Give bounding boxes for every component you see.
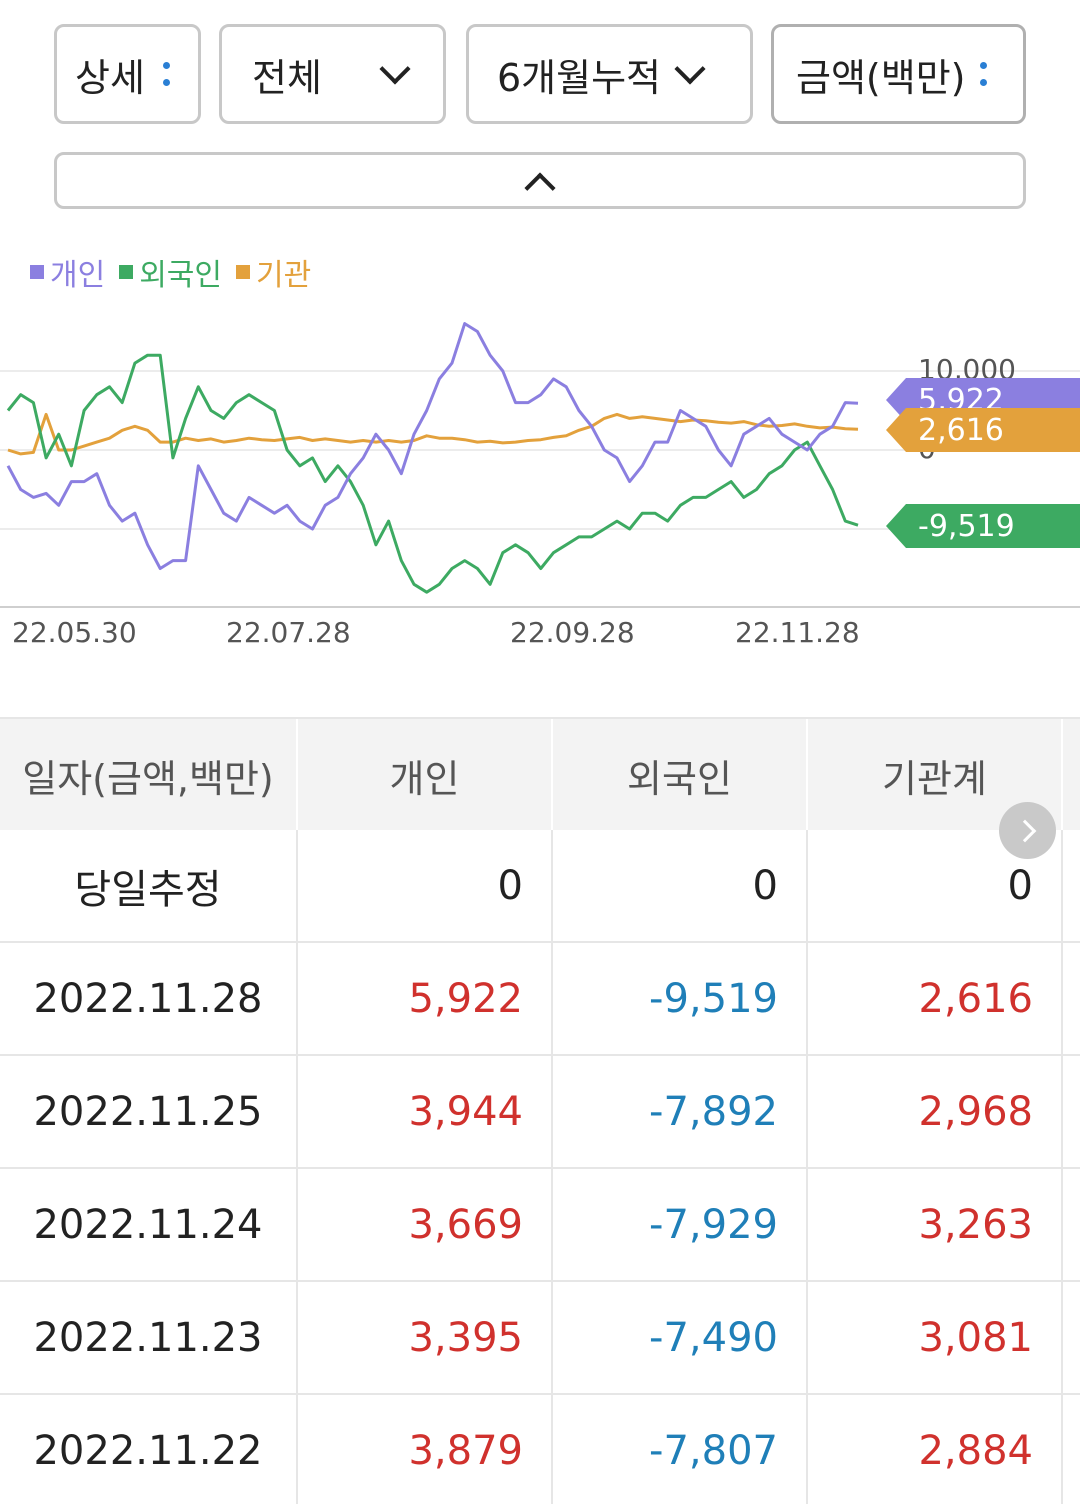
investor-flow-chart: 10,0000 22.05.3022.07.2822.09.2822.11.28… [0,322,1080,649]
cell-date: 당일추정 [0,830,298,941]
legend-swatch-institution [236,265,251,279]
chart-grid [0,370,1080,608]
unit-menu-button[interactable]: 금액(백만) [771,24,1026,124]
last-value-tag-2: 2,616 [886,408,1080,452]
unit-menu-label: 금액(백만) [796,55,966,100]
header-individual: 개인 [298,719,553,832]
last-value-tag-1: -9,519 [886,504,1080,548]
series-line-1 [6,353,859,594]
cell-institution: 2,884 [808,1395,1063,1504]
scope-dropdown[interactable]: 전체 [219,24,446,124]
period-dropdown-label: 6개월누적 [497,55,662,100]
cell-institution: 0 [808,830,1063,941]
cell-individual: 3,669 [298,1169,553,1280]
x-axis-labels: 22.05.30 22.07.28 22.09.28 22.11.28 [12,616,860,649]
table-row[interactable]: 2022.11.24 3,669 -7,929 3,263 [0,1169,1080,1282]
value-tag-label: 2,616 [918,413,1004,448]
chevron-down-icon [379,53,411,85]
legend-item-foreign: 외국인 [119,250,222,294]
detail-menu-button[interactable]: 상세 [54,24,201,124]
legend-item-institution: 기관 [236,250,311,294]
x-tick-label: 22.05.30 [12,616,137,649]
header-date: 일자(금액,백만) [0,719,298,832]
value-tag-label: -9,519 [918,509,1015,544]
value-tag-shape [886,504,1080,548]
legend-label-foreign: 외국인 [139,258,223,293]
x-tick-label: 22.09.28 [510,616,635,649]
series-line-0 [6,322,859,570]
more-dots-icon [979,62,987,86]
cell-foreign: -7,892 [553,1056,808,1167]
legend-label-institution: 기관 [256,258,312,293]
cell-foreign: -7,490 [553,1282,808,1393]
more-dots-icon [162,62,170,86]
table-header: 일자(금액,백만) 개인 외국인 기관계 [0,717,1080,832]
scope-dropdown-label: 전체 [252,55,322,100]
cell-individual: 0 [298,830,553,941]
cell-institution: 2,616 [808,943,1063,1054]
chart-series [6,322,859,594]
cell-individual: 5,922 [298,943,553,1054]
x-tick-label: 22.07.28 [226,616,351,649]
chevron-down-icon [674,53,706,85]
header-institution: 기관계 [808,719,1063,832]
value-tag-shape [886,408,1080,452]
table-row[interactable]: 2022.11.28 5,922 -9,519 2,616 [0,943,1080,1056]
legend-label-individual: 개인 [50,258,106,293]
cell-institution: 3,263 [808,1169,1063,1280]
cell-individual: 3,879 [298,1395,553,1504]
scroll-right-button[interactable] [999,802,1056,859]
table-row[interactable]: 2022.11.22 3,879 -7,807 2,884 [0,1395,1080,1504]
table-row[interactable]: 당일추정 0 0 0 [0,830,1080,943]
chart-legend: 개인 외국인 기관 [30,250,325,294]
cell-date: 2022.11.22 [0,1395,298,1504]
chevron-up-icon [524,171,556,204]
table-row[interactable]: 2022.11.25 3,944 -7,892 2,968 [0,1056,1080,1169]
cell-date: 2022.11.23 [0,1282,298,1393]
cell-date: 2022.11.24 [0,1169,298,1280]
detail-menu-label: 상세 [75,55,145,100]
x-tick-label: 22.11.28 [735,616,860,649]
legend-swatch-foreign [119,265,134,279]
cell-foreign: -9,519 [553,943,808,1054]
collapse-chart-button[interactable] [54,152,1026,209]
cell-institution: 3,081 [808,1282,1063,1393]
cell-individual: 3,944 [298,1056,553,1167]
header-foreign: 외국인 [553,719,808,832]
cell-date: 2022.11.28 [0,943,298,1054]
legend-item-individual: 개인 [30,250,105,294]
table-row[interactable]: 2022.11.23 3,395 -7,490 3,081 [0,1282,1080,1395]
filter-bar: 상세 전체 6개월누적 금액(백만) [0,0,1080,140]
cell-foreign: -7,807 [553,1395,808,1504]
period-dropdown[interactable]: 6개월누적 [466,24,753,124]
legend-swatch-individual [30,265,44,279]
cell-date: 2022.11.25 [0,1056,298,1167]
cell-institution: 2,968 [808,1056,1063,1167]
cell-foreign: 0 [553,830,808,941]
cell-foreign: -7,929 [553,1169,808,1280]
series-line-2 [7,412,859,456]
cell-individual: 3,395 [298,1282,553,1393]
chevron-right-icon [1013,819,1036,842]
